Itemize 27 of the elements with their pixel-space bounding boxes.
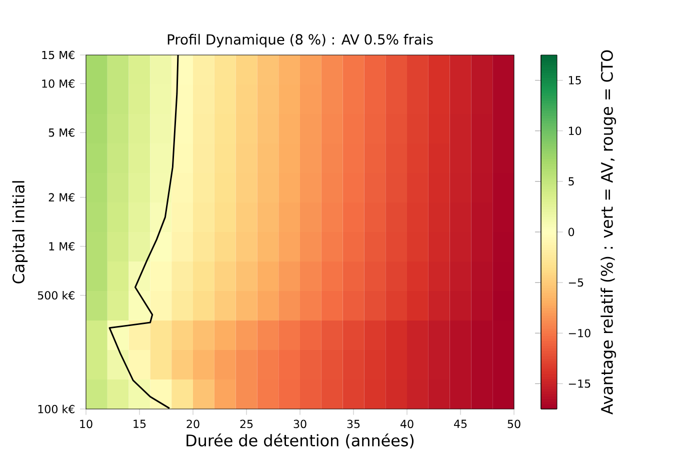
color-bar-label: −5	[568, 278, 584, 287]
y-tick-label: 15 M€	[42, 50, 74, 60]
x-tick-label: 15	[134, 420, 146, 428]
color-bar-label: 15	[568, 76, 581, 84]
y-tick-label: 1 M€	[49, 242, 74, 250]
x-tick-label: 40	[400, 420, 414, 428]
x-tick-label: 20	[186, 420, 200, 428]
color-bar-label: 10	[568, 126, 582, 136]
chart-title: Profil Dynamique (8 %) : AV 0.5% frais	[168, 34, 433, 48]
y-tick-label: 5 M€	[48, 128, 74, 137]
y-axis-title: Capital initial	[12, 181, 28, 284]
y-tick-label: 10 M€	[42, 79, 74, 88]
x-tick-label: 25	[240, 420, 253, 428]
x-tick-label: 35	[347, 420, 360, 428]
x-axis-title: Durée de détention (années)	[186, 434, 414, 448]
color-bar-label: 5	[568, 177, 574, 186]
x-tick-label: 50	[508, 420, 520, 428]
color-bar-label: −10	[568, 328, 590, 338]
x-tick-label: 45	[454, 420, 467, 428]
x-tick-label: 10	[80, 420, 92, 428]
color-bar-label: −15	[568, 380, 590, 388]
x-tick-label: 30	[294, 420, 306, 428]
y-tick-label: 100 k€	[38, 404, 74, 414]
y-tick-label: 2 M€	[48, 193, 74, 202]
y-tick-label: 500 k€	[38, 291, 74, 300]
color-bar-title: Avantage relatif (%) : vert = AV, rouge = CTO	[600, 50, 616, 415]
color-bar-label: 0	[568, 228, 574, 236]
